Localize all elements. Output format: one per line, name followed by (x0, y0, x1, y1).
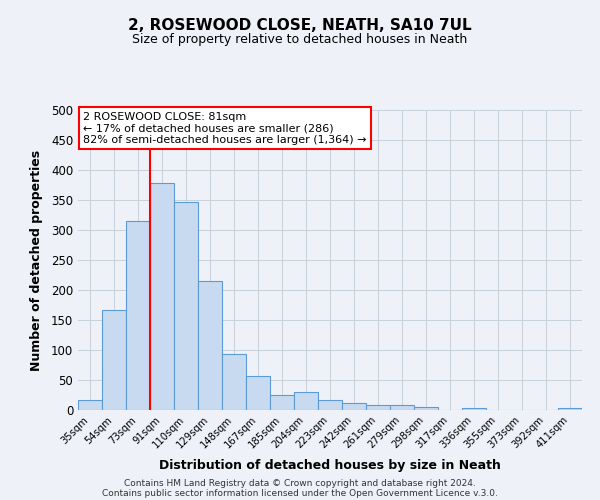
Bar (78, 400, 102, 410)
Text: 2, ROSEWOOD CLOSE, NEATH, SA10 7UL: 2, ROSEWOOD CLOSE, NEATH, SA10 7UL (128, 18, 472, 32)
Bar (414, 407, 438, 410)
Bar (366, 404, 390, 410)
Bar (102, 310, 126, 410)
Bar (222, 354, 246, 410)
Text: Contains HM Land Registry data © Crown copyright and database right 2024.: Contains HM Land Registry data © Crown c… (124, 478, 476, 488)
Bar (558, 408, 582, 410)
Bar (390, 404, 414, 410)
Text: 2 ROSEWOOD CLOSE: 81sqm
← 17% of detached houses are smaller (286)
82% of semi-d: 2 ROSEWOOD CLOSE: 81sqm ← 17% of detache… (83, 112, 367, 144)
Bar (174, 202, 198, 410)
Text: Contains public sector information licensed under the Open Government Licence v.: Contains public sector information licen… (102, 488, 498, 498)
Text: Size of property relative to detached houses in Neath: Size of property relative to detached ho… (133, 32, 467, 46)
Bar (342, 404, 366, 410)
Bar (462, 408, 486, 410)
Bar (126, 221, 150, 410)
Y-axis label: Number of detached properties: Number of detached properties (29, 150, 43, 370)
Bar (198, 281, 222, 410)
Bar (270, 395, 294, 410)
Bar (246, 376, 270, 410)
Bar (294, 392, 318, 410)
X-axis label: Distribution of detached houses by size in Neath: Distribution of detached houses by size … (159, 459, 501, 472)
Bar (150, 183, 174, 410)
Bar (318, 400, 342, 410)
